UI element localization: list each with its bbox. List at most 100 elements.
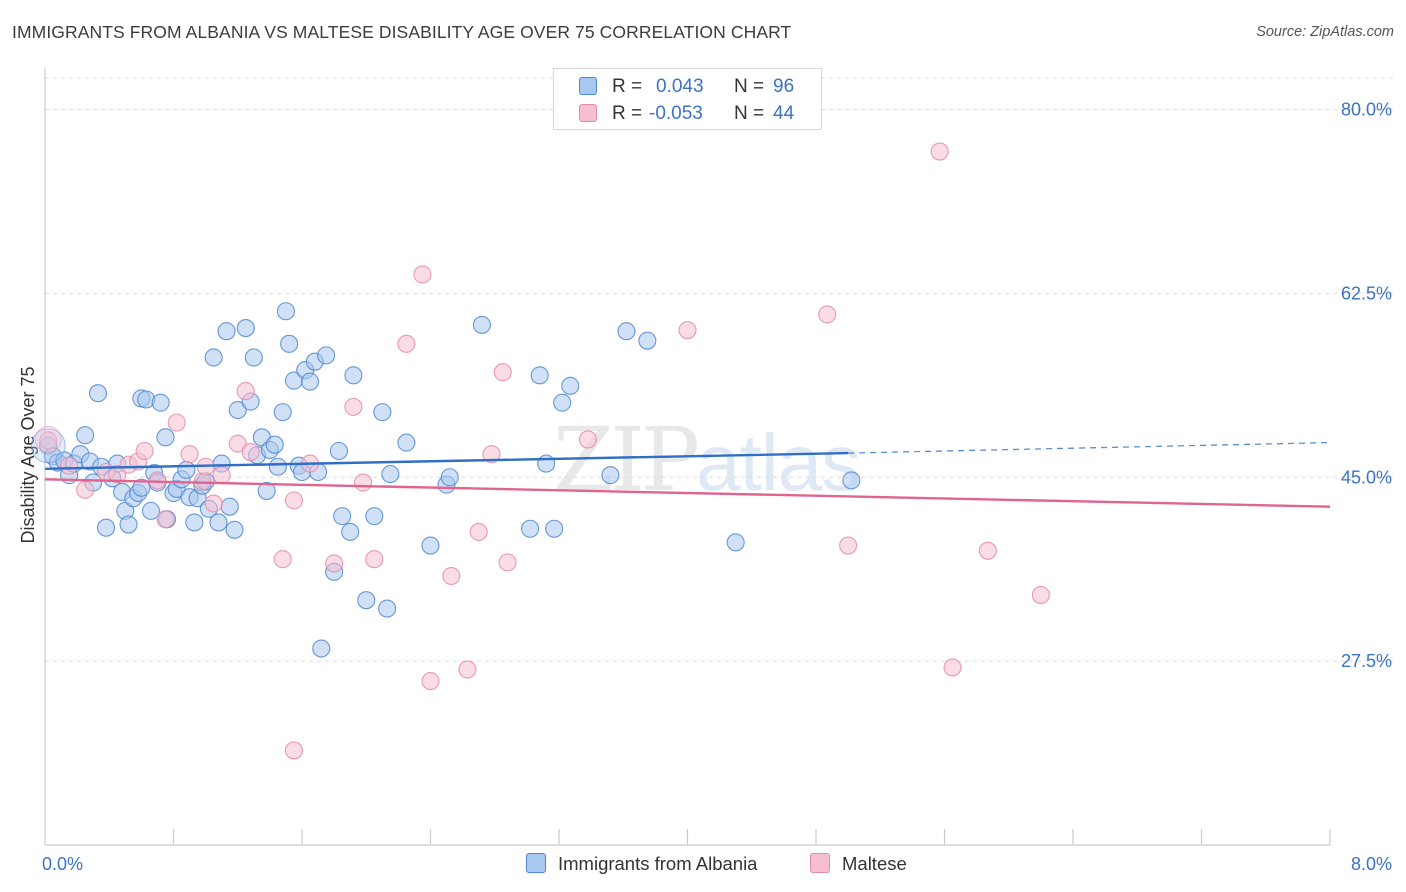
- albania-point: [561, 376, 580, 395]
- albania-r-label: R =: [612, 76, 643, 97]
- maltese-point: [273, 550, 292, 569]
- albania-point: [217, 322, 236, 341]
- albania-point: [545, 519, 564, 538]
- albania-point: [530, 366, 549, 385]
- maltese-r-label: R =: [612, 103, 643, 124]
- albania-point: [365, 507, 384, 526]
- albania-point: [421, 536, 440, 555]
- maltese-point: [180, 445, 199, 464]
- maltese-point: [493, 363, 512, 382]
- albania-point: [638, 331, 657, 350]
- albania-point: [521, 519, 540, 538]
- bottom-albania-label: Immigrants from Albania: [558, 853, 758, 874]
- albania-point: [119, 515, 138, 534]
- maltese-point: [236, 382, 255, 401]
- maltese-point: [344, 397, 363, 416]
- albania-point: [220, 497, 239, 516]
- maltese-point: [212, 466, 231, 485]
- maltese-point: [325, 554, 344, 573]
- bottom-maltese-label: Maltese: [842, 853, 907, 874]
- albania-point: [341, 522, 360, 541]
- albania-point: [185, 513, 204, 532]
- maltese-point: [442, 566, 461, 586]
- albania-point: [88, 384, 108, 403]
- maltese-point: [978, 541, 997, 560]
- maltese-point: [156, 510, 175, 529]
- albania-point: [156, 428, 175, 447]
- albania-point: [96, 518, 116, 537]
- maltese-n-label: N =: [734, 103, 765, 124]
- maltese-point: [469, 522, 488, 541]
- maltese-swatch: [579, 104, 597, 122]
- albania-point: [378, 599, 397, 618]
- maltese-point: [365, 550, 384, 569]
- y-tick-label: 62.5%: [1341, 283, 1392, 303]
- chart-title: IMMIGRANTS FROM ALBANIA VS MALTESE DISAB…: [12, 22, 792, 42]
- maltese-point: [228, 434, 247, 453]
- albania-point: [553, 393, 572, 412]
- albania-point: [280, 334, 299, 353]
- maltese-point: [39, 431, 58, 450]
- maltese-point: [397, 334, 416, 353]
- albania-point: [273, 403, 292, 422]
- albania-point: [381, 465, 400, 484]
- albania-r-value: 0.043: [656, 76, 704, 97]
- albania-point: [76, 426, 95, 445]
- y-axis-label: Disability Age Over 75: [18, 366, 38, 543]
- maltese-point: [135, 441, 154, 461]
- albania-point: [141, 501, 161, 520]
- albania-point: [312, 639, 331, 658]
- maltese-n-value: 44: [773, 103, 795, 124]
- albania-point: [236, 319, 255, 338]
- albania-point: [204, 348, 223, 367]
- albania-point: [601, 466, 620, 485]
- albania-swatch: [579, 77, 597, 95]
- albania-point: [440, 468, 459, 487]
- maltese-point: [284, 741, 304, 760]
- albania-trend-extension: [848, 441, 1331, 454]
- y-tick-label: 45.0%: [1341, 467, 1392, 487]
- albania-point: [244, 348, 263, 367]
- maltese-point: [498, 553, 517, 572]
- albania-point: [357, 591, 376, 610]
- y-tick-label: 27.5%: [1341, 651, 1392, 671]
- albania-point: [329, 441, 348, 461]
- albania-point: [300, 372, 320, 391]
- albania-point: [617, 322, 636, 341]
- watermark-atlas: atlas: [696, 418, 861, 507]
- bottom-albania-swatch: [526, 853, 546, 873]
- maltese-point: [578, 430, 597, 449]
- albania-point: [842, 471, 861, 490]
- chart-source: Source: ZipAtlas.com: [1256, 24, 1394, 40]
- albania-point: [268, 457, 287, 476]
- maltese-point: [458, 660, 477, 679]
- maltese-r-value: -0.053: [649, 103, 703, 124]
- albania-point: [257, 481, 276, 500]
- maltese-point: [284, 491, 304, 510]
- maltese-point: [818, 305, 837, 324]
- x-tick-label: 0.0%: [42, 854, 83, 874]
- albania-point: [132, 478, 151, 497]
- albania-point: [209, 513, 228, 532]
- maltese-point: [353, 473, 373, 492]
- maltese-point: [60, 456, 79, 475]
- bottom-maltese-swatch: [810, 853, 830, 873]
- albania-trend-line: [44, 451, 849, 471]
- albania-point: [472, 315, 491, 334]
- x-tick-label: 8.0%: [1351, 854, 1392, 874]
- albania-point: [276, 302, 295, 321]
- albania-n-value: 96: [773, 76, 795, 97]
- albania-point: [373, 403, 392, 422]
- maltese-point: [943, 658, 962, 677]
- albania-point: [151, 393, 170, 412]
- maltese-point: [678, 321, 697, 340]
- y-tick-label: 80.0%: [1341, 100, 1392, 120]
- maltese-point: [839, 536, 858, 555]
- albania-point: [225, 520, 244, 539]
- albania-point: [177, 460, 196, 479]
- maltese-point: [482, 445, 501, 464]
- maltese-point: [1031, 585, 1050, 604]
- albania-point: [228, 400, 247, 420]
- albania-point: [344, 366, 363, 385]
